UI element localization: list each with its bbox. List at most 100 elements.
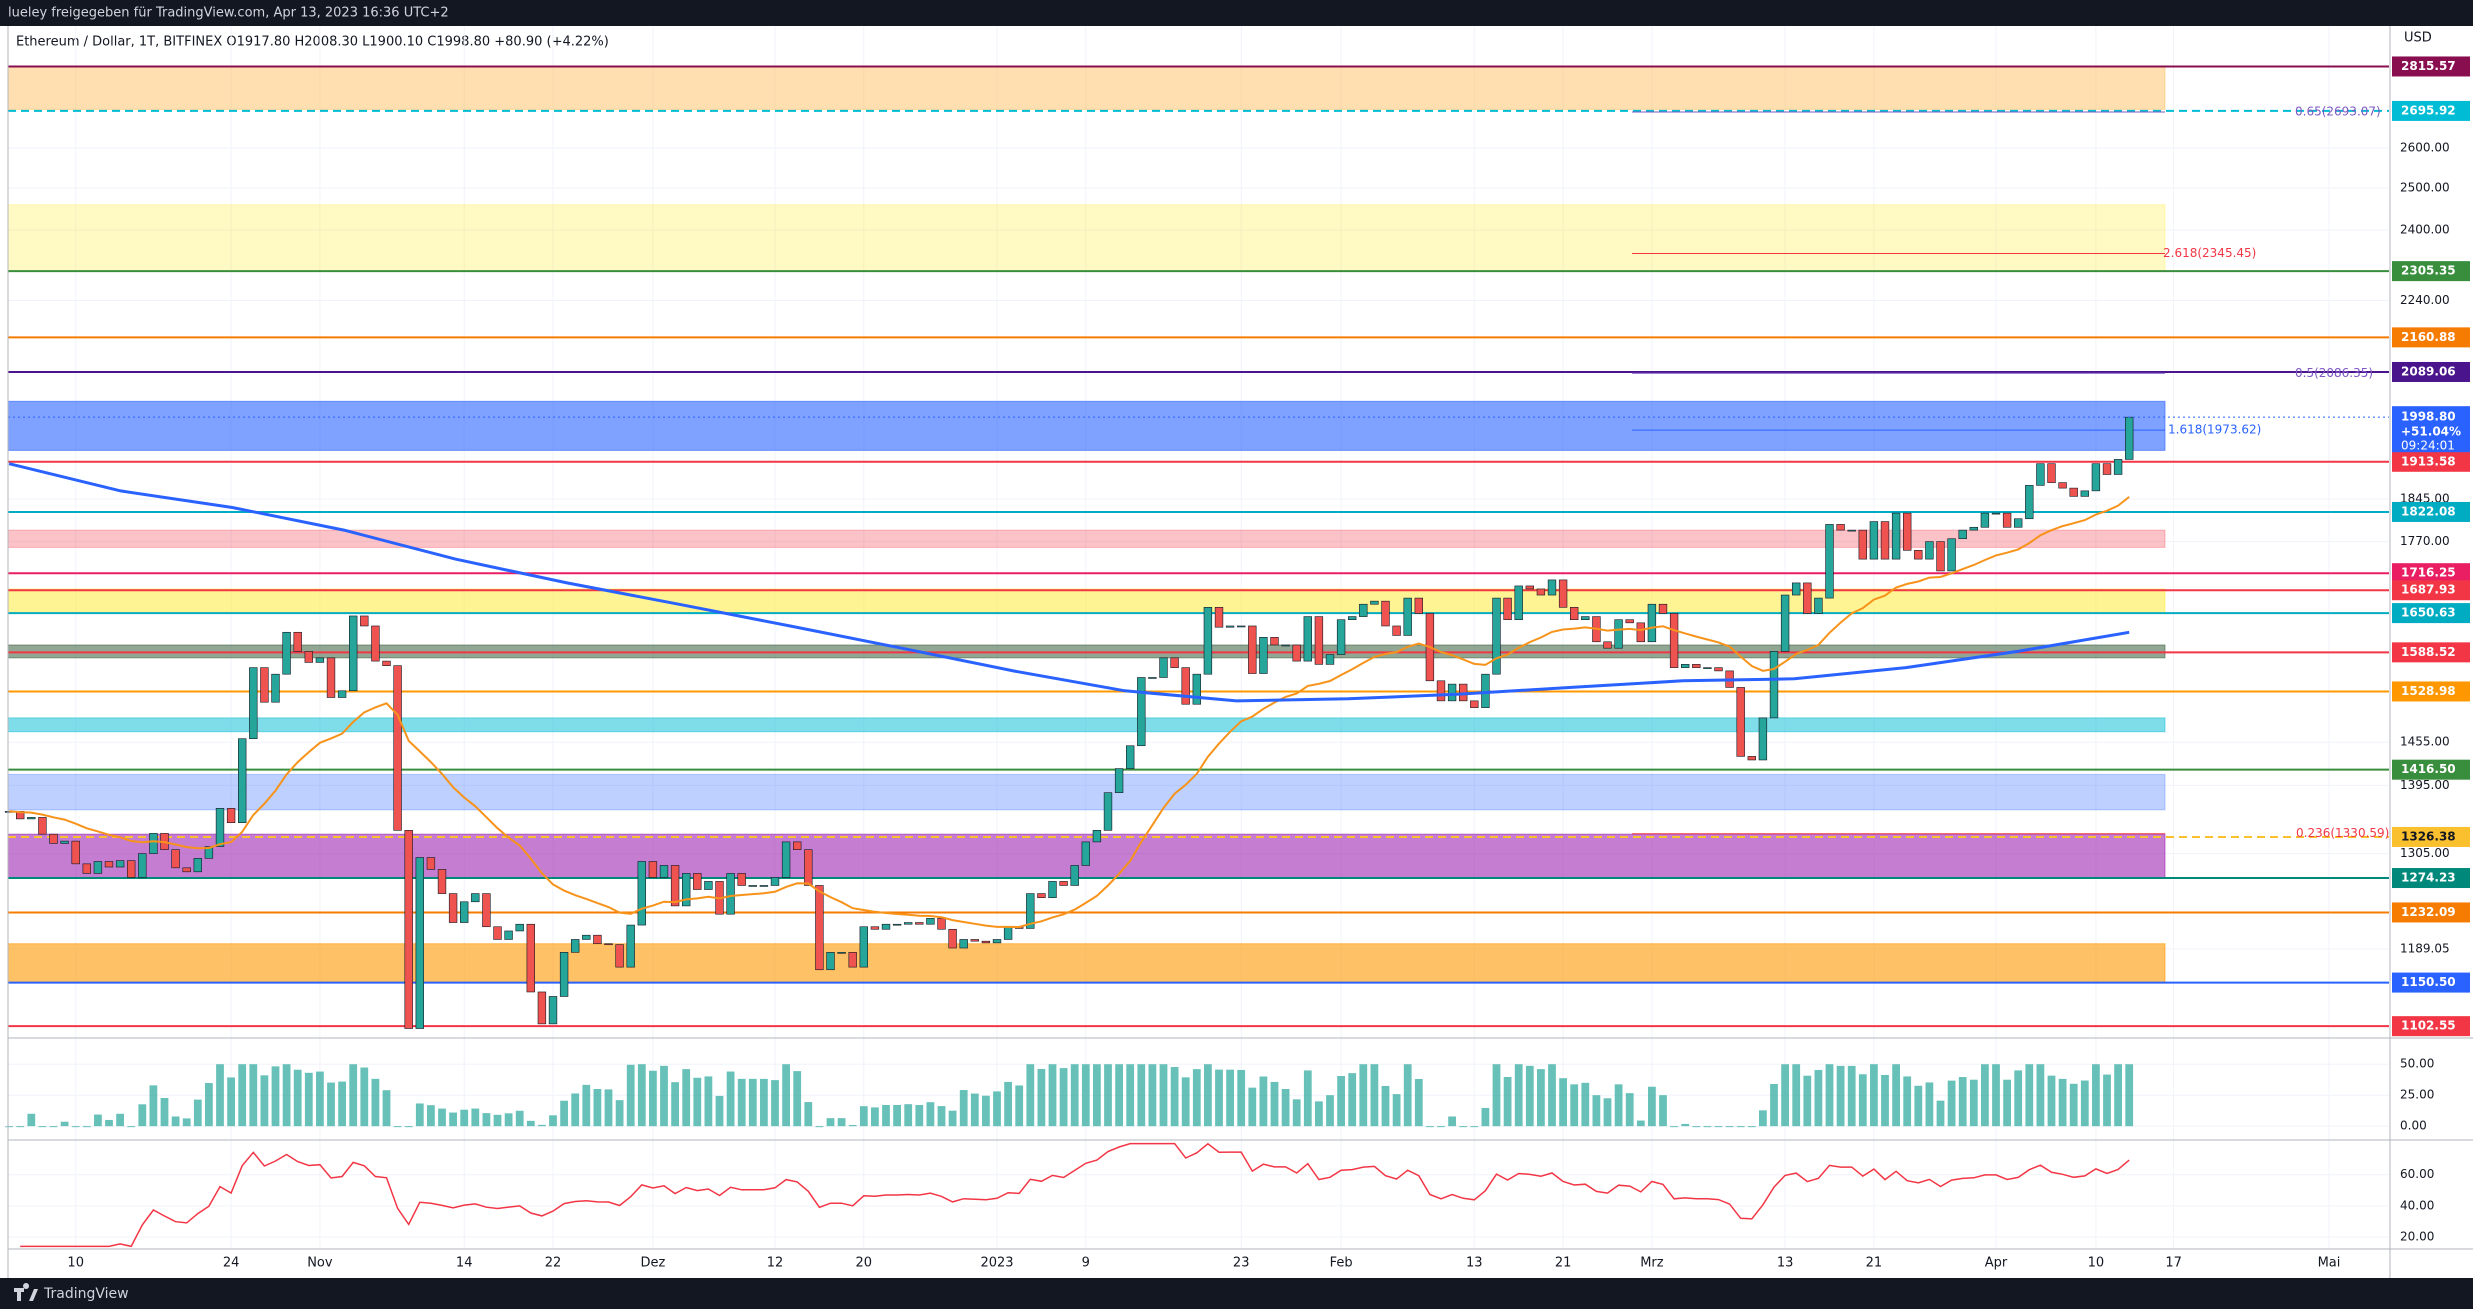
oscillator-bar bbox=[1093, 1064, 1101, 1127]
candle bbox=[326, 657, 336, 698]
candle bbox=[38, 817, 47, 835]
bottom-bar bbox=[0, 1278, 2473, 1309]
oscillator-bar bbox=[1303, 1070, 1312, 1127]
candle bbox=[1647, 603, 1657, 643]
x-tick-label: 24 bbox=[223, 1256, 240, 1271]
candle bbox=[1769, 651, 1779, 719]
oscillator-bar bbox=[2092, 1064, 2100, 1127]
candle bbox=[448, 893, 458, 923]
candle bbox=[393, 665, 402, 831]
candle bbox=[1547, 579, 1557, 596]
candle bbox=[1348, 616, 1357, 621]
oscillator-bar bbox=[138, 1104, 147, 1127]
x-tick-label: 20 bbox=[856, 1256, 873, 1271]
oscillator-bar bbox=[1159, 1064, 1168, 1127]
oscillator-bar bbox=[1237, 1069, 1246, 1127]
candle bbox=[1980, 512, 1990, 528]
x-tick-label: 12 bbox=[767, 1256, 784, 1271]
oscillator-bar bbox=[438, 1108, 446, 1127]
oscillator-bar bbox=[316, 1071, 324, 1127]
candle bbox=[193, 858, 202, 873]
candle bbox=[1170, 657, 1179, 668]
candle bbox=[1314, 616, 1324, 665]
oscillator-bar bbox=[1936, 1100, 1945, 1127]
level-badge bbox=[2392, 56, 2470, 77]
candle bbox=[670, 865, 680, 907]
candle bbox=[1270, 637, 1279, 646]
oscillator-bar bbox=[771, 1080, 779, 1127]
oscillator-bar bbox=[704, 1076, 713, 1127]
candle bbox=[1891, 512, 1901, 560]
candle bbox=[1903, 512, 1912, 551]
candle bbox=[1137, 677, 1146, 747]
candle bbox=[626, 924, 635, 968]
oscillator-bar bbox=[815, 1126, 824, 1128]
oscillator-bar bbox=[227, 1077, 235, 1127]
x-tick-label: Feb bbox=[1330, 1256, 1353, 1271]
level-badge bbox=[2392, 261, 2470, 282]
candle bbox=[1203, 606, 1213, 675]
candle bbox=[593, 934, 602, 945]
candle bbox=[1026, 893, 1035, 929]
candle bbox=[892, 923, 902, 926]
level-badge bbox=[2392, 868, 2470, 889]
candle bbox=[2102, 463, 2112, 475]
level-label: 1416.50 bbox=[2401, 762, 2456, 776]
candle bbox=[293, 631, 302, 652]
oscillator-bar bbox=[538, 1124, 546, 1127]
candle bbox=[1525, 585, 1534, 590]
candle bbox=[2091, 463, 2101, 492]
candle bbox=[1237, 625, 1246, 628]
candle bbox=[2058, 482, 2067, 489]
level-label: 1102.55 bbox=[2401, 1019, 2456, 1033]
oscillator-bar bbox=[238, 1064, 247, 1127]
candle bbox=[637, 861, 646, 926]
level-badge bbox=[2392, 327, 2470, 348]
oscillator-bar bbox=[82, 1126, 91, 1128]
oscillator-bar bbox=[94, 1114, 102, 1127]
oscillator-bar bbox=[193, 1099, 202, 1127]
oscillator-bar bbox=[2014, 1070, 2023, 1127]
rsi-line bbox=[20, 1142, 2130, 1248]
candle bbox=[748, 885, 757, 887]
price-zone bbox=[7, 943, 2166, 984]
level-label: 1716.25 bbox=[2401, 566, 2456, 580]
oscillator-bar bbox=[216, 1064, 224, 1127]
candle bbox=[426, 857, 436, 870]
candle bbox=[1681, 664, 1690, 668]
oscillator-bar bbox=[1770, 1083, 1778, 1127]
oscillator-bar bbox=[915, 1104, 924, 1127]
oscillator-bar bbox=[782, 1064, 790, 1127]
oscillator-bar bbox=[349, 1064, 358, 1127]
y-tick-label: 50.00 bbox=[2400, 1057, 2434, 1071]
level-badge bbox=[2392, 902, 2470, 923]
oscillator-bar bbox=[2103, 1074, 2111, 1127]
oscillator-bar bbox=[1714, 1126, 1723, 1128]
oscillator-bar bbox=[726, 1071, 735, 1127]
oscillator-bar bbox=[1381, 1085, 1390, 1127]
x-tick-label: Dez bbox=[640, 1256, 665, 1271]
level-label: 1650.63 bbox=[2401, 606, 2456, 620]
candle bbox=[1558, 579, 1568, 608]
oscillator-bar bbox=[837, 1118, 846, 1127]
x-tick-label: 22 bbox=[545, 1256, 562, 1271]
oscillator-bar bbox=[693, 1077, 702, 1127]
oscillator-bar bbox=[993, 1091, 1001, 1127]
x-tick-label: Mrz bbox=[1640, 1256, 1664, 1271]
candle bbox=[1803, 582, 1812, 614]
oscillator-bar bbox=[171, 1116, 180, 1127]
share-info: lueley freigegeben für TradingView.com, … bbox=[8, 6, 449, 21]
oscillator-bar bbox=[1747, 1126, 1756, 1128]
x-tick-label: 21 bbox=[1866, 1256, 1883, 1271]
y-tick-label: 0.00 bbox=[2400, 1119, 2427, 1133]
oscillator-bar bbox=[1614, 1084, 1623, 1127]
oscillator-bar bbox=[637, 1064, 646, 1127]
oscillator-bar bbox=[959, 1090, 968, 1127]
candle bbox=[992, 939, 1002, 944]
price-label: 1998.80 bbox=[2401, 410, 2456, 424]
level-label: 1528.98 bbox=[2401, 684, 2456, 698]
candle bbox=[1281, 644, 1290, 647]
oscillator-bar bbox=[604, 1089, 613, 1127]
candle bbox=[1303, 616, 1312, 662]
